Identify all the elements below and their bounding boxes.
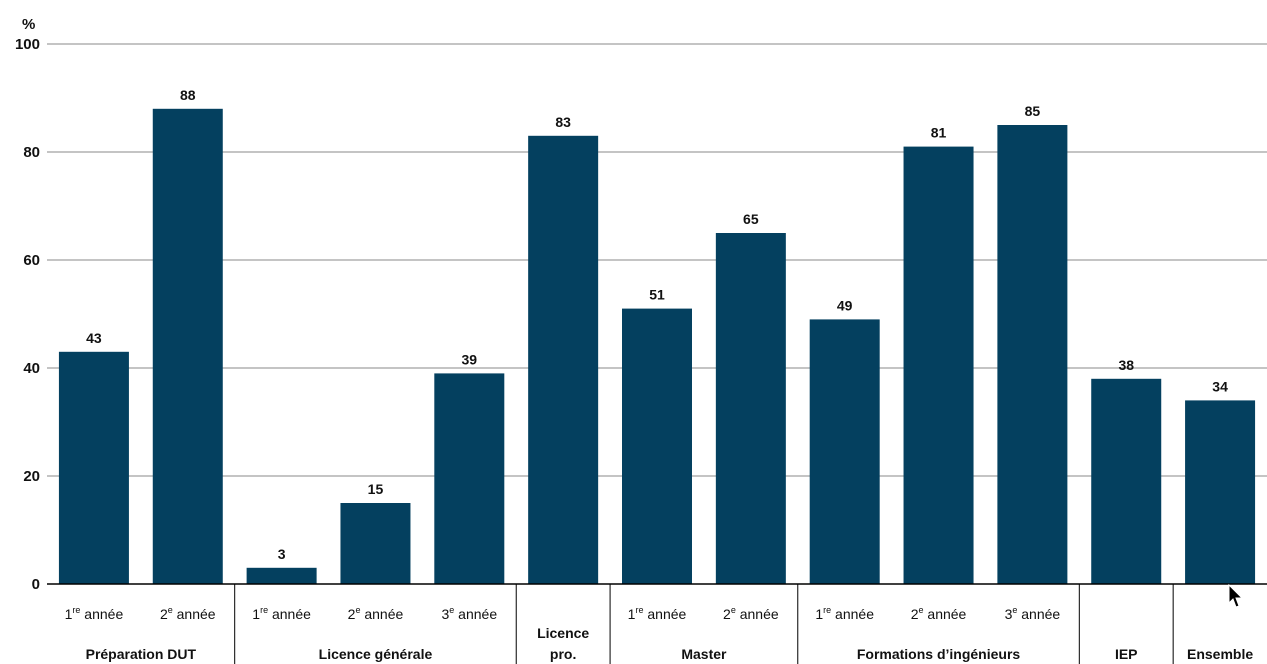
x-tick-label: 2e année bbox=[160, 605, 216, 622]
bar bbox=[997, 125, 1068, 584]
x-tick-label: 1re année bbox=[815, 605, 874, 622]
bar bbox=[528, 135, 599, 585]
mouse-cursor-icon bbox=[1228, 583, 1244, 608]
bar bbox=[340, 503, 411, 584]
bar bbox=[809, 319, 880, 584]
x-tick-label: 1re année bbox=[65, 605, 124, 622]
bar-value-label: 15 bbox=[368, 481, 384, 497]
bar-value-label: 38 bbox=[1118, 357, 1134, 373]
x-tick-label: 3e année bbox=[1005, 605, 1061, 622]
bar bbox=[152, 108, 223, 585]
group-label: Formations d’ingénieurs bbox=[857, 646, 1021, 662]
y-tick-label: 80 bbox=[23, 144, 40, 161]
bar bbox=[1091, 378, 1162, 584]
x-tick-label: 1re année bbox=[628, 605, 687, 622]
x-tick-label: 3e année bbox=[441, 605, 497, 622]
bar-value-label: 49 bbox=[837, 297, 853, 313]
y-tick-label: 40 bbox=[23, 360, 40, 377]
bar-value-label: 88 bbox=[180, 87, 196, 103]
bar-value-label: 65 bbox=[743, 211, 759, 227]
bar-value-label: 34 bbox=[1212, 378, 1228, 394]
x-axis: 1re année 2e année 1re année 2e année 3e ann… bbox=[47, 583, 1267, 664]
bar-value-label: 3 bbox=[278, 546, 286, 562]
x-tick-label: 2e année bbox=[348, 605, 404, 622]
group-label: Master bbox=[681, 646, 727, 662]
x-tick-label: 2e année bbox=[911, 605, 967, 622]
bar-value-label: 51 bbox=[649, 287, 665, 303]
group-label: pro. bbox=[550, 646, 576, 662]
y-tick-label: 60 bbox=[23, 252, 40, 269]
bar bbox=[58, 351, 129, 584]
bars: 43 88 3 15 39 83 51 65 49 81 85 38 34 bbox=[58, 87, 1256, 585]
bar-value-label: 81 bbox=[931, 125, 947, 141]
y-axis-label: % bbox=[22, 16, 35, 33]
y-tick-label: 100 bbox=[15, 36, 40, 53]
bar bbox=[715, 233, 786, 584]
x-tick-label: 1re année bbox=[252, 605, 311, 622]
x-tick-label: 2e année bbox=[723, 605, 779, 622]
bar bbox=[246, 567, 317, 584]
group-label: Licence bbox=[537, 625, 589, 641]
group-label: Licence générale bbox=[319, 646, 433, 662]
bar-value-label: 39 bbox=[462, 351, 478, 367]
bar-value-label: 43 bbox=[86, 330, 102, 346]
group-label: Ensemble bbox=[1187, 646, 1253, 662]
y-tick-label: 0 bbox=[32, 576, 40, 593]
bar bbox=[622, 308, 692, 584]
bar bbox=[434, 373, 505, 584]
group-label: IEP bbox=[1115, 646, 1138, 662]
y-axis: % 0 20 40 60 80 100 bbox=[15, 16, 40, 593]
y-tick-label: 20 bbox=[23, 468, 40, 485]
bar-value-label: 85 bbox=[1025, 103, 1041, 119]
bar bbox=[903, 146, 974, 584]
group-label: Préparation DUT bbox=[86, 646, 197, 662]
bar bbox=[1185, 400, 1256, 584]
bar-value-label: 83 bbox=[555, 114, 571, 130]
